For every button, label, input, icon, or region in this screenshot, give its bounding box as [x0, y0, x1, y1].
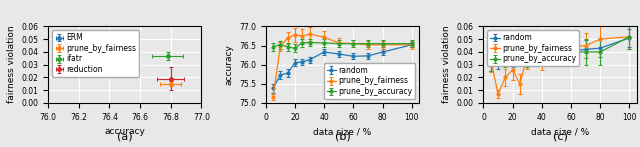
X-axis label: data size / %: data size / %: [313, 127, 372, 136]
Text: (a): (a): [117, 131, 132, 141]
Text: (c): (c): [553, 131, 568, 141]
Legend: random, prune_by_fairness, prune_by_accuracy: random, prune_by_fairness, prune_by_accu…: [487, 30, 579, 66]
X-axis label: accuracy: accuracy: [104, 127, 145, 136]
X-axis label: data size / %: data size / %: [531, 127, 589, 136]
Legend: ERM, prune_by_fairness, ifatr, reduction: ERM, prune_by_fairness, ifatr, reduction: [52, 30, 140, 77]
Text: (b): (b): [335, 131, 350, 141]
Legend: random, prune_by_fairness, prune_by_accuracy: random, prune_by_fairness, prune_by_accu…: [324, 63, 415, 99]
Y-axis label: fairness violation: fairness violation: [7, 26, 16, 103]
Y-axis label: accuracy: accuracy: [225, 44, 234, 85]
Y-axis label: fairness violation: fairness violation: [442, 26, 451, 103]
